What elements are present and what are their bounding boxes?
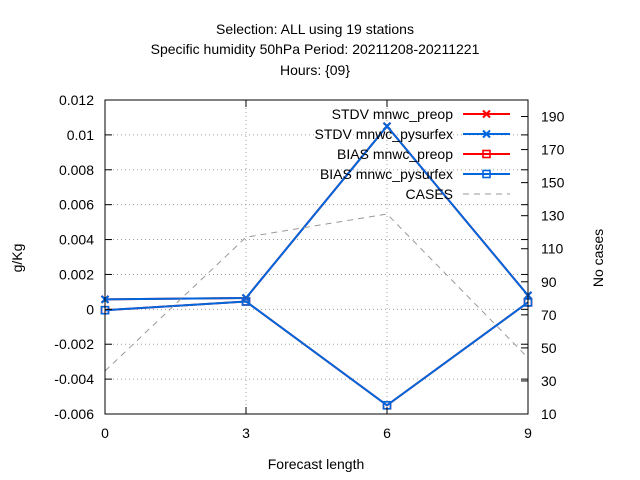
x-marker bbox=[382, 121, 392, 131]
square-marker bbox=[482, 149, 491, 159]
y-tick-label: 0.008 bbox=[59, 162, 94, 178]
square-marker bbox=[241, 297, 251, 306]
plot-frame bbox=[104, 99, 529, 415]
y-tick-label: -0.004 bbox=[54, 371, 94, 387]
legend-entry: BIAS mnwc_preop bbox=[337, 146, 510, 162]
y2-tick-label: 110 bbox=[541, 241, 564, 257]
x-tick-label: 9 bbox=[524, 425, 532, 441]
axes: -0.006 -0.004 -0.002 0 0.002 0.004 0.006 0.008 0… bbox=[54, 92, 564, 441]
y2-tick-label: 50 bbox=[541, 340, 557, 356]
series-line bbox=[104, 300, 529, 407]
grid bbox=[105, 100, 528, 414]
y2-tick-label: 190 bbox=[541, 109, 565, 125]
legend-entry: BIAS mnwc_pysurfex bbox=[320, 166, 510, 182]
x-marker-stroke bbox=[482, 109, 491, 119]
legend: STDV mnwc_preop STDV mnwc_pysurfex BIAS mn… bbox=[315, 106, 510, 202]
y-tick-label: 0.01 bbox=[67, 127, 94, 143]
y2-tick-label: 70 bbox=[541, 307, 557, 323]
y2-tick-label: 170 bbox=[541, 142, 565, 158]
legend-entry: STDV mnwc_pysurfex bbox=[315, 126, 510, 142]
y-tick-label: 0 bbox=[86, 301, 94, 317]
x-tick-label: 6 bbox=[383, 425, 391, 441]
legend-entry: STDV mnwc_preop bbox=[332, 106, 510, 122]
y-tick-label: 0.002 bbox=[59, 266, 94, 282]
y2-tick-label: 30 bbox=[541, 373, 557, 389]
x-axis-label: Forecast length bbox=[268, 456, 365, 472]
x-tick-label: 0 bbox=[101, 425, 109, 441]
series-layer bbox=[100, 121, 533, 410]
legend-label: CASES bbox=[406, 186, 453, 202]
x-marker-stroke bbox=[382, 121, 392, 131]
y-axis-label: g/Kg bbox=[9, 244, 25, 273]
y-tick-label: 0.006 bbox=[59, 197, 94, 213]
series-4 bbox=[104, 213, 529, 372]
y2-tick-label: 130 bbox=[541, 208, 565, 224]
y-tick-label: -0.002 bbox=[54, 336, 94, 352]
legend-label: STDV mnwc_pysurfex bbox=[315, 126, 453, 142]
series-1 bbox=[100, 121, 533, 304]
y-tick-label: -0.006 bbox=[54, 406, 94, 422]
x-marker bbox=[482, 109, 491, 119]
y2-tick-label: 10 bbox=[541, 406, 557, 422]
legend-label: STDV mnwc_preop bbox=[332, 106, 454, 122]
y-tick-label: 0.012 bbox=[59, 92, 94, 108]
chart-title-line-3: Hours: {09} bbox=[280, 62, 350, 78]
legend-entry: CASES bbox=[406, 186, 510, 202]
legend-label: BIAS mnwc_preop bbox=[337, 146, 453, 162]
legend-label: BIAS mnwc_pysurfex bbox=[320, 166, 453, 182]
square-marker bbox=[482, 169, 491, 179]
y2-tick-label: 90 bbox=[541, 274, 557, 290]
x-marker bbox=[482, 129, 491, 139]
y2-axis-label: No cases bbox=[590, 229, 606, 287]
series-3 bbox=[100, 297, 533, 410]
x-tick-label: 3 bbox=[242, 425, 250, 441]
chart-title-line-2: Specific humidity 50hPa Period: 20211208… bbox=[151, 41, 480, 57]
y2-tick-label: 150 bbox=[541, 175, 565, 191]
chart-title-line-1: Selection: ALL using 19 stations bbox=[216, 21, 414, 37]
series-line bbox=[104, 213, 529, 372]
y-tick-label: 0.004 bbox=[59, 232, 94, 248]
x-marker-stroke bbox=[482, 129, 491, 139]
series-line bbox=[104, 124, 529, 301]
